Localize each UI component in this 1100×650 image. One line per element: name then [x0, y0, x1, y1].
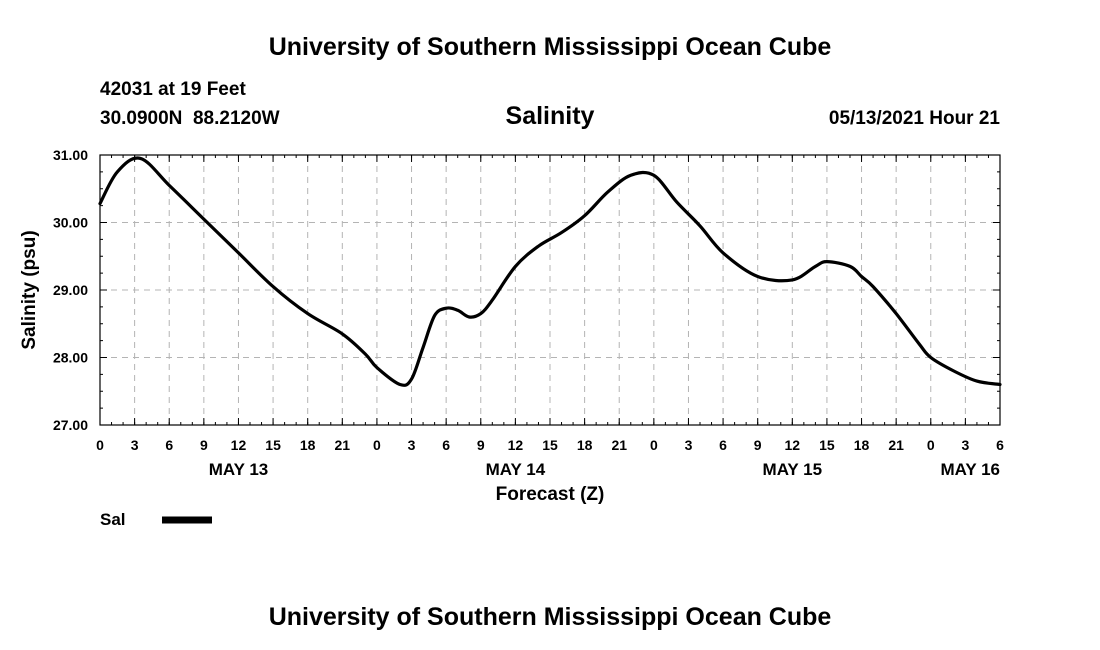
x-tick-label: 15: [819, 437, 835, 453]
station-info: 42031 at 19 Feet: [100, 79, 246, 100]
station-coordinates: 30.0900N 88.2120W: [100, 108, 280, 129]
x-tick-label: 0: [927, 437, 935, 453]
x-tick-label: 9: [200, 437, 208, 453]
y-tick-label: 31.00: [53, 147, 88, 163]
day-label: MAY 14: [486, 460, 546, 479]
x-tick-label: 15: [542, 437, 558, 453]
day-label: MAY 16: [940, 460, 1000, 479]
x-tick-label: 6: [165, 437, 173, 453]
top-title: University of Southern Mississippi Ocean…: [269, 33, 832, 61]
plot-frame: [99, 154, 1001, 426]
x-tick-label: 12: [231, 437, 247, 453]
x-tick-label: 3: [685, 437, 693, 453]
chart-title: Salinity: [506, 102, 595, 130]
x-tick-label: 18: [577, 437, 593, 453]
x-tick-label: 12: [785, 437, 801, 453]
day-label: MAY 13: [209, 460, 269, 479]
bottom-title: University of Southern Mississippi Ocean…: [269, 603, 832, 631]
x-tick-label: 3: [408, 437, 416, 453]
y-axis-label: Salinity (psu): [19, 230, 40, 349]
x-tick-label: 12: [508, 437, 524, 453]
y-tick-label: 28.00: [53, 350, 88, 366]
y-tick-label: 29.00: [53, 282, 88, 298]
x-tick-label: 0: [373, 437, 381, 453]
x-tick-label: 21: [888, 437, 904, 453]
x-tick-label: 0: [650, 437, 658, 453]
day-labels: MAY 13 MAY 14 MAY 15 MAY 16: [209, 460, 1000, 479]
x-tick-labels: 0 3 6 9 12 15 18 21 0 3 6 9 12 15 18 21 0 3 6 9 12 15 18 21 0 3 6: [96, 437, 1004, 453]
salinity-series-line: [98, 156, 1002, 387]
x-tick-label: 0: [96, 437, 104, 453]
x-tick-label: 6: [996, 437, 1004, 453]
x-tick-label: 15: [265, 437, 281, 453]
y-tick-labels: 27.00 28.00 29.00 30.00 31.00: [53, 147, 88, 433]
forecast-timestamp: 05/13/2021 Hour 21: [829, 108, 1001, 129]
x-tick-label: 6: [719, 437, 727, 453]
day-label: MAY 15: [763, 460, 823, 479]
x-tick-label: 18: [854, 437, 870, 453]
x-tick-label: 21: [611, 437, 627, 453]
x-tick-label: 3: [131, 437, 139, 453]
x-tick-label: 18: [300, 437, 316, 453]
y-tick-label: 27.00: [53, 417, 88, 433]
legend-label: Sal: [100, 510, 126, 529]
y-tick-label: 30.00: [53, 215, 88, 231]
x-tick-label: 9: [754, 437, 762, 453]
x-tick-label: 3: [961, 437, 969, 453]
x-axis-label: Forecast (Z): [496, 484, 605, 505]
grid: [100, 155, 1000, 425]
x-tick-label: 6: [442, 437, 450, 453]
x-tick-label: 21: [335, 437, 351, 453]
x-tick-label: 9: [477, 437, 485, 453]
